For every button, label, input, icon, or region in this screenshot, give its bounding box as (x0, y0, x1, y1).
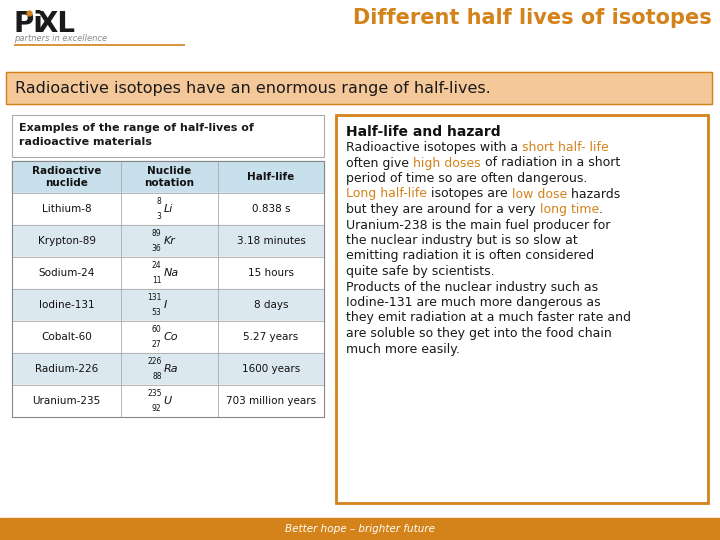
Text: 92: 92 (152, 404, 161, 413)
Text: 88: 88 (152, 372, 161, 381)
Text: I: I (163, 300, 167, 310)
Text: Radium-226: Radium-226 (35, 364, 98, 374)
Text: Lithium-8: Lithium-8 (42, 204, 91, 214)
Bar (12, 385, 324, 417)
Text: .: . (599, 203, 603, 216)
Text: 60: 60 (152, 325, 161, 334)
Text: 3: 3 (157, 212, 161, 221)
Text: XL: XL (36, 10, 75, 38)
Text: 53: 53 (152, 308, 161, 317)
Text: but they are around for a very: but they are around for a very (346, 203, 539, 216)
Text: Radioactive
nuclide: Radioactive nuclide (32, 166, 102, 188)
Text: Radioactive isotopes have an enormous range of half-lives.: Radioactive isotopes have an enormous ra… (15, 80, 491, 96)
Bar (6, 72, 712, 104)
Text: 15 hours: 15 hours (248, 268, 294, 278)
Text: 0.838 s: 0.838 s (252, 204, 290, 214)
Text: 3.18 minutes: 3.18 minutes (237, 236, 305, 246)
Text: 36: 36 (152, 244, 161, 253)
Text: Half-life and hazard: Half-life and hazard (346, 125, 500, 139)
Text: Uranium-235: Uranium-235 (32, 396, 101, 406)
Text: Iodine-131: Iodine-131 (39, 300, 94, 310)
Bar (0, 518, 720, 540)
Text: 703 million years: 703 million years (226, 396, 316, 406)
Text: 235: 235 (147, 389, 161, 398)
Text: 27: 27 (152, 340, 161, 349)
Text: of radiation in a short: of radiation in a short (481, 157, 620, 170)
Text: 226: 226 (147, 357, 161, 366)
Text: 5.27 years: 5.27 years (243, 332, 299, 342)
Text: period of time so are often dangerous.: period of time so are often dangerous. (346, 172, 588, 185)
Text: Uranium-238 is the main fuel producer for: Uranium-238 is the main fuel producer fo… (346, 219, 611, 232)
Text: high doses: high doses (413, 157, 481, 170)
Text: 24: 24 (152, 261, 161, 270)
Text: isotopes are: isotopes are (427, 187, 512, 200)
Bar (12, 225, 324, 257)
Bar (12, 257, 324, 289)
Text: Examples of the range of half-lives of: Examples of the range of half-lives of (19, 123, 254, 133)
Text: emitting radiation it is often considered: emitting radiation it is often considere… (346, 249, 594, 262)
Text: Krypton-89: Krypton-89 (37, 236, 96, 246)
Text: 8 days: 8 days (253, 300, 288, 310)
Bar (12, 161, 324, 417)
Bar (6, 72, 712, 104)
Text: Long half-life: Long half-life (346, 187, 427, 200)
Text: 11: 11 (152, 276, 161, 285)
Text: Na: Na (163, 268, 179, 278)
Text: 89: 89 (152, 229, 161, 238)
Bar (12, 353, 324, 385)
Text: 1600 years: 1600 years (242, 364, 300, 374)
Text: low dose: low dose (512, 187, 567, 200)
Text: Kr: Kr (163, 236, 176, 246)
Text: the nuclear industry but is so slow at: the nuclear industry but is so slow at (346, 234, 577, 247)
Text: hazards: hazards (567, 187, 620, 200)
Bar (12, 161, 324, 193)
Bar (336, 115, 708, 503)
Text: Products of the nuclear industry such as: Products of the nuclear industry such as (346, 280, 598, 294)
Text: Co: Co (163, 332, 178, 342)
Text: radioactive materials: radioactive materials (19, 137, 152, 147)
Text: Pi: Pi (14, 10, 44, 38)
Text: often give: often give (346, 157, 413, 170)
Text: Ra: Ra (163, 364, 178, 374)
Text: Nuclide
notation: Nuclide notation (145, 166, 194, 188)
Text: are soluble so they get into the food chain: are soluble so they get into the food ch… (346, 327, 612, 340)
Text: they emit radiation at a much faster rate and: they emit radiation at a much faster rat… (346, 312, 631, 325)
Text: Half-life: Half-life (248, 172, 294, 182)
Bar (12, 115, 324, 157)
Text: short half- life: short half- life (522, 141, 609, 154)
Bar (12, 115, 324, 157)
Text: much more easily.: much more easily. (346, 342, 460, 355)
Text: Radioactive isotopes with a: Radioactive isotopes with a (346, 141, 522, 154)
Text: Li: Li (163, 204, 173, 214)
Text: U: U (163, 396, 171, 406)
Text: 8: 8 (157, 197, 161, 206)
Text: Different half lives of isotopes: Different half lives of isotopes (354, 8, 712, 28)
Text: Cobalt-60: Cobalt-60 (41, 332, 92, 342)
Bar (12, 321, 324, 353)
Bar (12, 193, 324, 225)
Text: Sodium-24: Sodium-24 (38, 268, 95, 278)
Text: Iodine-131 are much more dangerous as: Iodine-131 are much more dangerous as (346, 296, 600, 309)
Text: Better hope – brighter future: Better hope – brighter future (285, 524, 435, 534)
Text: quite safe by scientists.: quite safe by scientists. (346, 265, 495, 278)
Text: 131: 131 (147, 293, 161, 302)
Text: partners in excellence: partners in excellence (14, 34, 107, 43)
Bar (336, 115, 708, 503)
Bar (12, 289, 324, 321)
Text: long time: long time (539, 203, 599, 216)
